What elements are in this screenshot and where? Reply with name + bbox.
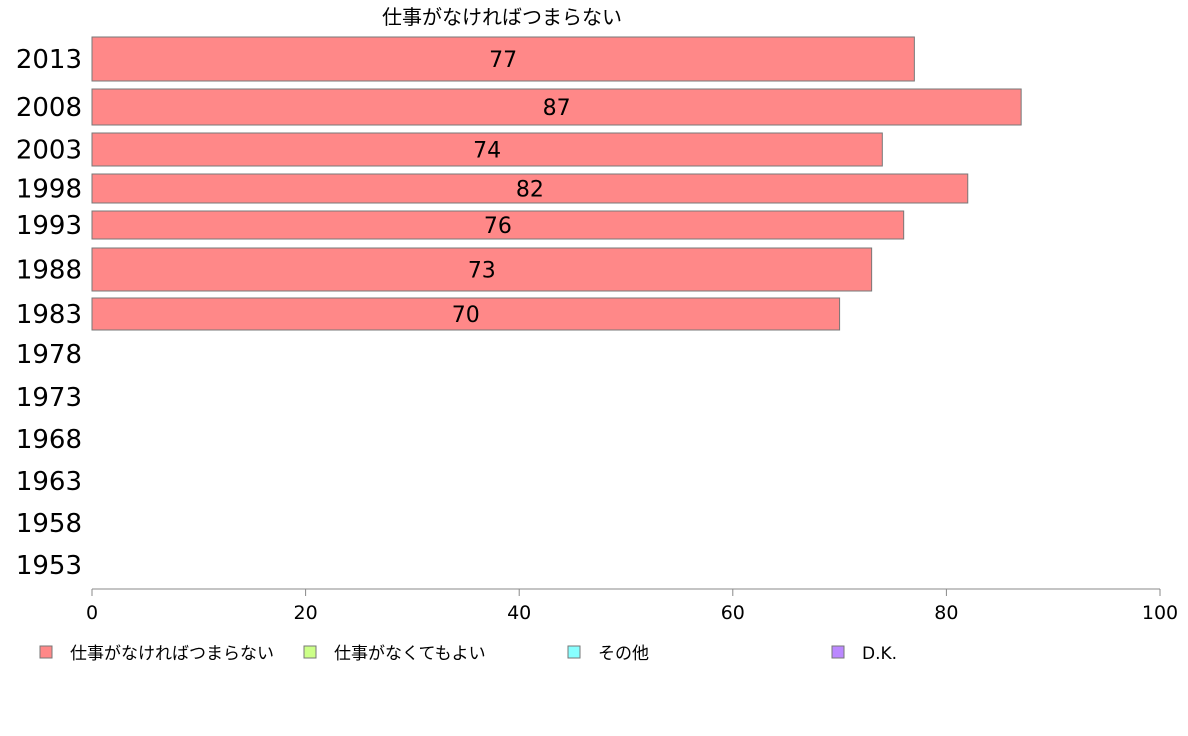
- x-tick-label: 0: [86, 602, 98, 624]
- year-label: 2003: [16, 136, 82, 166]
- data-label: 82: [516, 178, 544, 203]
- chart-title: 仕事がなければつまらない: [382, 5, 622, 29]
- x-tick-label: 60: [721, 602, 745, 624]
- data-label: 87: [543, 96, 571, 121]
- data-label: 70: [452, 303, 480, 328]
- year-label: 1978: [16, 340, 82, 370]
- bar: [91, 132, 883, 167]
- data-label: 77: [489, 48, 517, 73]
- legend-swatch: [303, 645, 317, 659]
- bar: [91, 36, 915, 82]
- data-label: 76: [484, 214, 512, 239]
- data-label: 73: [468, 259, 496, 284]
- x-axis: 0 20 40 60 80 100: [86, 588, 1178, 624]
- year-labels: 2013 2008 2003 1998 1993 1988 1983 1978 1973 1968…: [16, 45, 82, 581]
- x-tick-label: 20: [294, 602, 318, 624]
- bars: [91, 36, 1022, 331]
- year-label: 1993: [16, 211, 82, 241]
- year-label: 1953: [16, 551, 82, 581]
- year-label: 1968: [16, 425, 82, 455]
- data-label: 74: [473, 139, 501, 164]
- legend-label: その他: [598, 644, 649, 664]
- year-label: 1973: [16, 383, 82, 413]
- year-label: 1998: [16, 175, 82, 205]
- year-label: 2008: [16, 93, 82, 123]
- year-label: 2013: [16, 45, 82, 75]
- legend-label: D.K.: [862, 644, 897, 664]
- x-tick-label: 40: [507, 602, 531, 624]
- year-label: 1958: [16, 509, 82, 539]
- year-label: 1988: [16, 256, 82, 286]
- bar: [91, 297, 841, 331]
- legend-swatch: [567, 645, 581, 659]
- x-tick-label: 100: [1142, 602, 1178, 624]
- bar: [91, 210, 905, 240]
- x-tick-label: 80: [934, 602, 958, 624]
- bar: [91, 247, 873, 292]
- year-label: 1983: [16, 300, 82, 330]
- legend-swatch: [39, 645, 53, 659]
- bar: [91, 173, 969, 204]
- legend-label: 仕事がなければつまらない: [70, 644, 274, 664]
- year-label: 1963: [16, 467, 82, 497]
- legend: 仕事がなければつまらない 仕事がなくてもよい その他 D.K.: [39, 644, 897, 664]
- legend-label: 仕事がなくてもよい: [334, 644, 486, 664]
- legend-swatch: [831, 645, 845, 659]
- bar: [91, 88, 1022, 126]
